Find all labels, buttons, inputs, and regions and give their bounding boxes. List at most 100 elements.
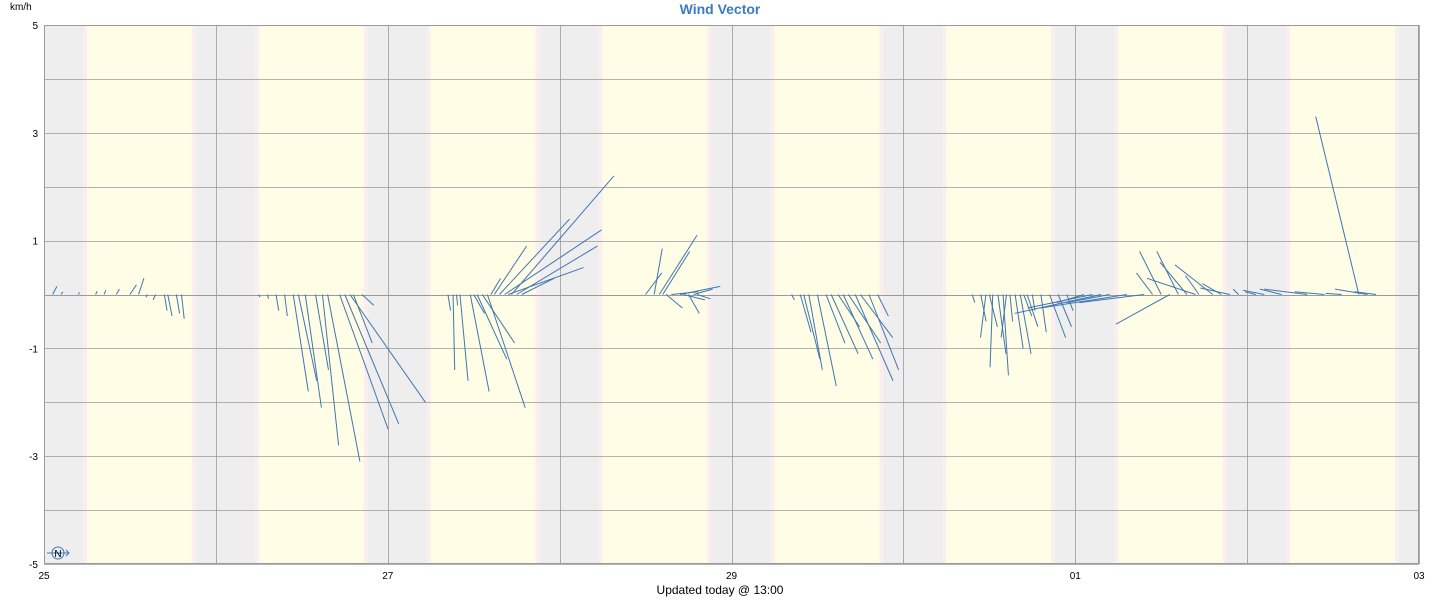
y-tick-label: 5: [32, 21, 38, 32]
y-axis-unit: km/h: [10, 2, 32, 13]
wind-vector-line: [665, 294, 683, 309]
wind-vector-line: [486, 294, 526, 408]
wind-vector-line: [321, 294, 340, 446]
wind-vector-line: [693, 288, 713, 295]
wind-vector-line: [842, 294, 874, 360]
wind-vector-line: [971, 294, 976, 303]
wind-vector-line: [1242, 289, 1265, 295]
wind-vector-line: [696, 294, 711, 300]
wind-vector-line: [490, 278, 502, 295]
wind-vector-line: [988, 294, 998, 327]
daylight-band: [1118, 25, 1224, 564]
wind-vector-line: [1023, 294, 1033, 317]
wind-vector-line: [825, 294, 846, 344]
daylight-band: [946, 25, 1052, 564]
x-tick-label: 01: [1070, 571, 1082, 582]
wind-vector-line: [1335, 288, 1368, 295]
wind-vector-line: [1014, 294, 1102, 314]
wind-vector-line: [1136, 272, 1153, 295]
wind-vector-line: [847, 294, 882, 344]
wind-vector-line: [645, 272, 663, 295]
x-tick-label: 27: [382, 571, 394, 582]
wind-vector-line: [315, 294, 329, 371]
wind-vector-line: [1000, 294, 1007, 338]
plot-border: [44, 25, 1419, 564]
wind-vector-line: [1244, 291, 1256, 295]
wind-vector-line: [1026, 294, 1039, 327]
wind-vector-line: [980, 294, 987, 322]
wind-vector-line: [516, 245, 598, 295]
wind-vector-line: [349, 294, 426, 403]
daylight-band: [602, 25, 708, 564]
wind-vector-line: [854, 294, 894, 381]
wind-vector-line: [1264, 288, 1308, 295]
wind-vector-line: [688, 294, 700, 314]
wind-vector-line: [658, 234, 698, 295]
x-tick-label: 29: [726, 571, 738, 582]
y-tick-label: 3: [32, 129, 38, 140]
wind-vector-line: [145, 294, 148, 298]
wind-vector-line: [868, 294, 900, 371]
wind-vector-line: [1159, 261, 1188, 295]
wind-vector-line: [476, 294, 508, 360]
wind-vector-line: [163, 294, 168, 311]
wind-vector-line: [1354, 291, 1377, 295]
wind-vector-line: [1139, 251, 1162, 295]
daylight-band: [258, 25, 364, 564]
wind-vector-line: [1259, 288, 1282, 295]
wind-vector-line: [292, 294, 309, 392]
wind-vector-line: [452, 294, 456, 370]
y-tick-label: 1: [32, 237, 38, 248]
wind-vector-line: [1200, 287, 1231, 295]
wind-vector-line: [1202, 283, 1222, 295]
wind-vector-line: [95, 291, 98, 295]
chart-title: Wind Vector: [680, 1, 761, 17]
wind-vector-line: [1146, 277, 1196, 295]
x-tick-label: 25: [38, 571, 50, 582]
wind-vector-line: [830, 294, 859, 354]
wind-vectors: [52, 116, 1377, 462]
wind-vector-line: [361, 294, 375, 306]
wind-vector-line: [481, 294, 516, 344]
grid-lines: [44, 25, 1420, 565]
compass-icon: N: [47, 546, 70, 560]
wind-vector-line: [997, 294, 1007, 354]
wind-vector-line: [799, 294, 812, 333]
wind-vector-line: [511, 175, 615, 295]
wind-vector-line: [1014, 294, 1024, 349]
wind-vector-line: [1049, 294, 1067, 338]
wind-vector-line: [1066, 294, 1110, 304]
y-tick-label: -5: [29, 560, 38, 571]
wind-vector-line: [1019, 294, 1032, 354]
daylight-band: [1290, 25, 1395, 564]
wind-vector-line: [352, 294, 373, 344]
wind-vector-line: [103, 290, 107, 295]
wind-vector-line: [803, 294, 821, 360]
wind-vector-line: [499, 218, 570, 295]
wind-vector-line: [339, 294, 389, 430]
wind-vector-line: [1115, 294, 1171, 325]
daylight-band: [774, 25, 880, 564]
wind-vector-line: [808, 294, 823, 371]
wind-vector-line: [653, 248, 663, 295]
wind-vector-line: [507, 267, 584, 295]
wind-vector-line: [979, 294, 987, 338]
wind-vector-line: [679, 285, 721, 295]
wind-vector-line: [662, 251, 691, 295]
wind-vector-line: [989, 294, 994, 368]
wind-vector-line: [52, 286, 58, 295]
wind-vector-line: [1232, 288, 1239, 295]
wind-vector-line: [167, 294, 173, 317]
wind-vector-line: [60, 291, 64, 295]
wind-vector-line: [791, 294, 795, 301]
wind-vector-line: [1315, 116, 1360, 295]
wind-vector-line: [77, 292, 80, 295]
x-tick-label: 03: [1413, 571, 1425, 582]
wind-vector-line: [304, 294, 322, 408]
compass-label: N: [54, 549, 61, 560]
wind-vector-line: [860, 294, 894, 338]
wind-vector-line: [469, 294, 490, 392]
wind-vector-line: [115, 288, 120, 295]
wind-vector-line: [258, 294, 261, 298]
